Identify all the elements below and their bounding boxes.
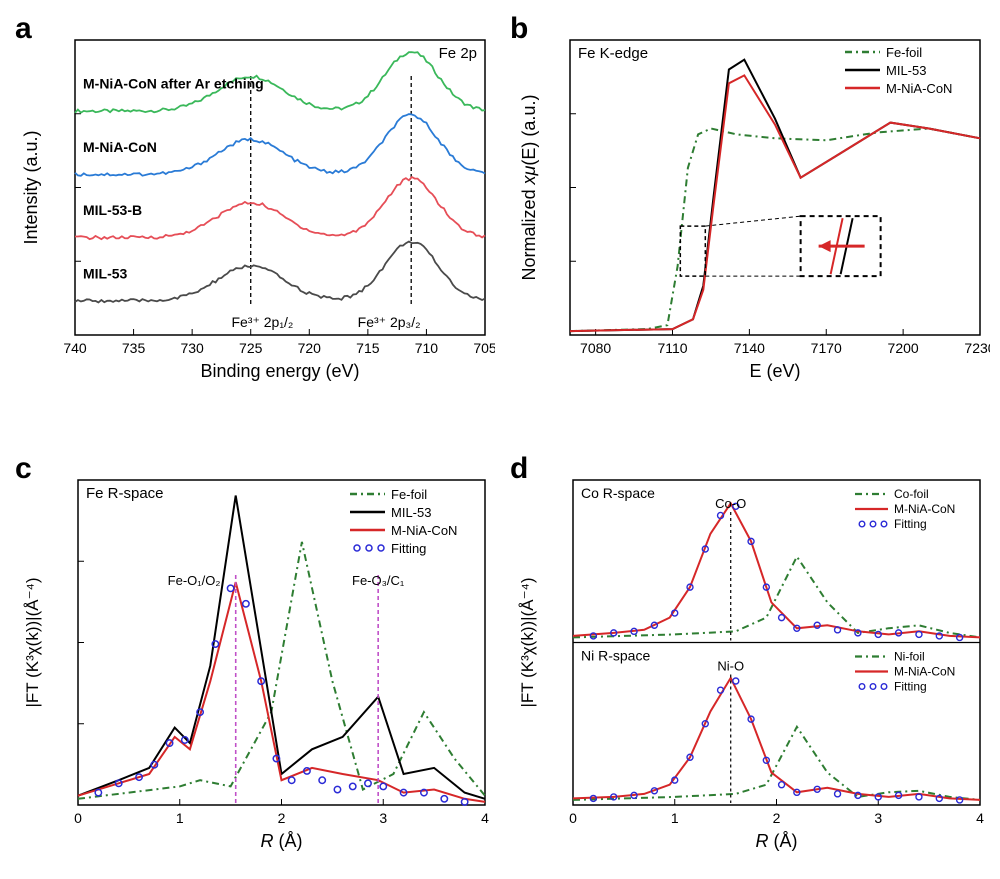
svg-text:3: 3: [379, 810, 387, 826]
panel-c-svg: 0 1 2 3 4 R (Å) |FT (K³χ(k))|(Å⁻⁴) Fe R-space Fe…: [15, 460, 495, 860]
svg-text:MIL-53: MIL-53: [886, 63, 926, 78]
svg-text:Normalized xμ(E) (a.u.): Normalized xμ(E) (a.u.): [519, 95, 539, 281]
svg-text:7230: 7230: [964, 340, 990, 356]
svg-text:730: 730: [180, 340, 204, 356]
svg-text:0: 0: [569, 810, 577, 826]
svg-text:7140: 7140: [734, 340, 765, 356]
panel-c: c 01234R (Å)|FT (K³χ(k))|(Å⁻⁴)Fe R-space…: [15, 460, 495, 860]
svg-text:715: 715: [356, 340, 380, 356]
panel-c-label: c: [15, 452, 32, 486]
svg-text:Fe-foil: Fe-foil: [391, 487, 427, 502]
svg-text:7110: 7110: [657, 340, 687, 356]
svg-text:E (eV): E (eV): [749, 361, 800, 381]
svg-text:740: 740: [63, 340, 87, 356]
svg-text:3: 3: [874, 810, 882, 826]
svg-text:2: 2: [278, 810, 286, 826]
svg-text:Binding energy (eV): Binding energy (eV): [200, 361, 359, 381]
svg-text:R (Å): R (Å): [756, 831, 798, 851]
svg-text:705: 705: [473, 340, 495, 356]
svg-text:M-NiA-CoN: M-NiA-CoN: [894, 502, 955, 516]
svg-text:Ni-foil: Ni-foil: [894, 650, 925, 664]
panel-d-label: d: [510, 452, 528, 486]
svg-text:M-NiA-CoN after Ar etching: M-NiA-CoN after Ar etching: [83, 76, 264, 92]
panel-a-label: a: [15, 12, 32, 46]
svg-text:7200: 7200: [888, 340, 919, 356]
svg-text:M-NiA-CoN: M-NiA-CoN: [886, 81, 952, 96]
svg-text:Fe K-edge: Fe K-edge: [578, 45, 648, 62]
svg-text:7080: 7080: [580, 340, 611, 356]
svg-text:|FT (K³χ(k))|(Å⁻⁴): |FT (K³χ(k))|(Å⁻⁴): [518, 577, 537, 707]
svg-text:Fe-O₃/C₁: Fe-O₃/C₁: [352, 573, 405, 588]
svg-text:|FT (K³χ(k))|(Å⁻⁴): |FT (K³χ(k))|(Å⁻⁴): [23, 577, 42, 707]
svg-text:4: 4: [481, 810, 489, 826]
svg-text:Intensity (a.u.): Intensity (a.u.): [21, 130, 41, 244]
svg-text:Co R-space: Co R-space: [581, 485, 655, 501]
svg-text:M-NiA-CoN: M-NiA-CoN: [391, 523, 457, 538]
svg-text:Ni R-space: Ni R-space: [581, 648, 650, 664]
svg-text:M-NiA-CoN: M-NiA-CoN: [83, 139, 157, 155]
svg-text:720: 720: [298, 340, 322, 356]
svg-text:MIL-53-B: MIL-53-B: [83, 202, 142, 218]
svg-text:Fe³⁺ 2p₁/₂: Fe³⁺ 2p₁/₂: [231, 314, 293, 330]
panel-b-svg: 7080 7110 7140 7170 7200 7230 E (eV) Normalized…: [510, 20, 990, 390]
panel-b: b 708071107140717072007230E (eV)Normaliz…: [510, 20, 990, 390]
svg-text:4: 4: [976, 810, 984, 826]
panel-d-svg: 0 1 2 3 4 R (Å) |FT (K³χ(k))|(Å⁻⁴) Co-O Co R-spa…: [510, 460, 990, 860]
svg-text:Co-foil: Co-foil: [894, 487, 929, 501]
svg-text:Fe 2p: Fe 2p: [439, 45, 477, 62]
svg-text:1: 1: [671, 810, 679, 826]
svg-text:710: 710: [415, 340, 439, 356]
svg-text:2: 2: [773, 810, 781, 826]
panel-b-label: b: [510, 12, 528, 46]
svg-text:725: 725: [239, 340, 263, 356]
svg-text:Co-O: Co-O: [715, 496, 746, 511]
svg-text:MIL-53: MIL-53: [83, 265, 128, 281]
svg-text:Fe R-space: Fe R-space: [86, 485, 164, 502]
svg-text:MIL-53: MIL-53: [391, 505, 431, 520]
panel-a-svg: 740 735 730 725 720 715 710 705 Binding energy (…: [15, 20, 495, 390]
svg-text:Fitting: Fitting: [391, 541, 426, 556]
svg-text:Fe³⁺ 2p₃/₂: Fe³⁺ 2p₃/₂: [358, 314, 421, 330]
svg-text:Fe-O₁/O₂: Fe-O₁/O₂: [168, 573, 221, 588]
svg-text:Ni-O: Ni-O: [717, 659, 744, 674]
svg-text:Fitting: Fitting: [894, 517, 927, 531]
svg-text:Fe-foil: Fe-foil: [886, 45, 922, 60]
svg-text:1: 1: [176, 810, 184, 826]
panel-d: d 01234R (Å)|FT (K³χ(k))|(Å⁻⁴)Co-OCo R-s…: [510, 460, 990, 860]
svg-text:735: 735: [122, 340, 146, 356]
svg-text:R (Å): R (Å): [261, 831, 303, 851]
svg-text:0: 0: [74, 810, 82, 826]
svg-text:Fitting: Fitting: [894, 680, 927, 694]
svg-text:7170: 7170: [811, 340, 842, 356]
svg-text:M-NiA-CoN: M-NiA-CoN: [894, 665, 955, 679]
panel-a: a 740735730725720715710705Binding energy…: [15, 20, 495, 390]
